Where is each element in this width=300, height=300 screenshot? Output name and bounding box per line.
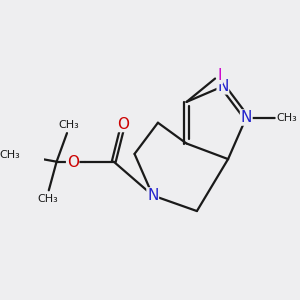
Text: N: N [217, 79, 229, 94]
Text: CH₃: CH₃ [0, 150, 20, 160]
Text: N: N [241, 110, 252, 125]
Text: N: N [147, 188, 158, 203]
Text: CH₃: CH₃ [276, 112, 297, 122]
Text: O: O [67, 155, 79, 170]
Text: I: I [218, 68, 222, 83]
Text: CH₃: CH₃ [37, 194, 58, 204]
Text: CH₃: CH₃ [58, 120, 79, 130]
Text: O: O [117, 116, 129, 131]
